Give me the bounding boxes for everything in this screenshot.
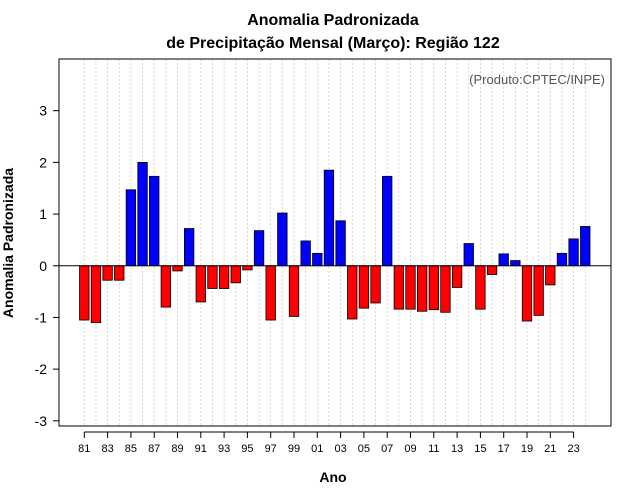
- bar-1992: [207, 265, 218, 289]
- bar-1996: [253, 230, 265, 267]
- bar-2006: [370, 265, 381, 304]
- x-tick-label: 13: [451, 443, 463, 455]
- bar-1997: [265, 265, 276, 321]
- y-tick-label: -3: [35, 413, 48, 429]
- bar-1984: [114, 265, 125, 281]
- bar-2014: [463, 243, 474, 267]
- bar-2007: [382, 175, 393, 267]
- x-tick-label: 89: [171, 443, 183, 455]
- x-tick-label: 81: [78, 443, 90, 455]
- bar-1999: [288, 265, 300, 317]
- y-tick-label: 3: [39, 103, 47, 119]
- bar-1991: [195, 265, 206, 303]
- x-tick-label: 23: [567, 443, 579, 455]
- bar-1987: [149, 175, 160, 267]
- bar-2001: [312, 252, 323, 267]
- x-tick-label: 21: [544, 443, 556, 455]
- bar-2011: [428, 265, 439, 311]
- bar-2005: [358, 265, 370, 309]
- bar-1985: [125, 189, 137, 267]
- plot-frame: [58, 58, 612, 427]
- bar-series: [79, 161, 591, 324]
- bar-2002: [323, 169, 335, 267]
- x-tick-label: 19: [521, 443, 533, 455]
- chart-title-line-1: Anomalia Padronizada: [247, 12, 419, 29]
- y-tick-label: -1: [35, 309, 48, 325]
- bar-1990: [183, 228, 195, 267]
- x-tick-label: 87: [148, 443, 160, 455]
- bar-2004: [347, 265, 358, 320]
- bar-1993: [218, 265, 230, 289]
- chart-title-line-2: de Precipitação Mensal (Março): Região 1…: [166, 35, 500, 52]
- bar-2003: [335, 220, 346, 267]
- bar-2015: [475, 265, 486, 310]
- bar-1981: [79, 265, 90, 321]
- bar-1982: [90, 265, 102, 324]
- bar-2018: [510, 260, 521, 267]
- bar-2022: [556, 252, 568, 267]
- bar-2008: [393, 265, 405, 310]
- x-axis: 81 83 85 87 89 91 93 95 97 99 01 03 05 07 09 11 13 15 17 19…: [78, 431, 580, 455]
- bar-2016: [486, 265, 498, 275]
- bar-2000: [300, 240, 311, 267]
- bar-1983: [102, 265, 113, 281]
- bar-2024: [580, 226, 591, 267]
- x-tick-label: 97: [265, 443, 277, 455]
- bar-1986: [137, 161, 148, 267]
- x-tick-label: 01: [311, 443, 323, 455]
- y-axis: -3 -2 -1 0 1 2 3: [35, 103, 59, 429]
- credit-text: (Produto:CPTEC/INPE): [469, 72, 605, 87]
- y-tick-label: 1: [39, 206, 47, 222]
- bar-2020: [533, 265, 544, 316]
- bar-2017: [498, 253, 509, 267]
- bar-2023: [568, 238, 579, 267]
- x-tick-label: 99: [288, 443, 300, 455]
- x-tick-label: 09: [404, 443, 416, 455]
- y-axis-title: Anomalia Padronizada: [0, 168, 16, 318]
- x-tick-label: 93: [218, 443, 230, 455]
- bar-2009: [405, 265, 416, 310]
- x-tick-label: 17: [498, 443, 510, 455]
- y-tick-label: -2: [35, 361, 48, 377]
- x-tick-label: 83: [101, 443, 113, 455]
- bar-2021: [545, 265, 556, 286]
- y-tick-label: 2: [39, 154, 47, 170]
- x-tick-label: 15: [474, 443, 486, 455]
- bar-1988: [160, 265, 172, 308]
- bar-1989: [172, 265, 183, 272]
- bar-2012: [440, 265, 451, 313]
- x-tick-label: 07: [381, 443, 393, 455]
- y-tick-label: 0: [39, 258, 47, 274]
- bar-2019: [521, 265, 533, 322]
- x-axis-title: Ano: [319, 469, 346, 485]
- x-tick-label: 05: [358, 443, 370, 455]
- x-tick-label: 91: [195, 443, 207, 455]
- x-tick-label: 11: [428, 443, 439, 455]
- bar-2013: [451, 265, 463, 288]
- bar-1998: [277, 212, 288, 267]
- bar-1994: [230, 265, 241, 284]
- x-tick-label: 95: [241, 443, 253, 455]
- x-tick-label: 85: [125, 443, 137, 455]
- bar-2010: [416, 265, 428, 312]
- grid-lines: [83, 59, 586, 426]
- x-tick-label: 03: [334, 443, 346, 455]
- bar-1995: [242, 265, 253, 271]
